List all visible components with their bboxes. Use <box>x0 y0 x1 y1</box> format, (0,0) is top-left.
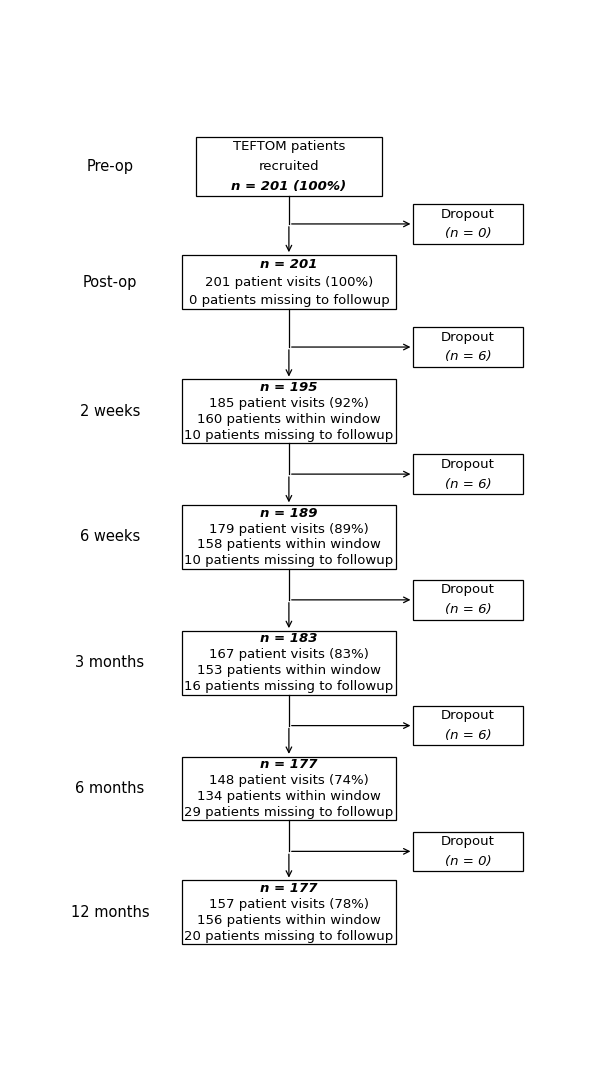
Text: 148 patient visits (74%): 148 patient visits (74%) <box>209 774 369 787</box>
FancyBboxPatch shape <box>182 631 396 694</box>
FancyBboxPatch shape <box>182 256 396 310</box>
Text: (n = 0): (n = 0) <box>445 854 491 867</box>
Text: (n = 6): (n = 6) <box>445 603 491 616</box>
Text: n = 177: n = 177 <box>260 758 317 771</box>
Text: 6 months: 6 months <box>75 781 145 796</box>
Text: 0 patients missing to followup: 0 patients missing to followup <box>188 293 389 306</box>
Text: 179 patient visits (89%): 179 patient visits (89%) <box>209 522 369 536</box>
Text: recruited: recruited <box>259 160 319 173</box>
Text: TEFTOM patients: TEFTOM patients <box>233 140 345 153</box>
Text: (n = 6): (n = 6) <box>445 478 491 491</box>
FancyBboxPatch shape <box>413 204 523 244</box>
FancyBboxPatch shape <box>413 454 523 494</box>
Text: 156 patients within window: 156 patients within window <box>197 914 381 927</box>
Text: 10 patients missing to followup: 10 patients missing to followup <box>184 554 394 567</box>
FancyBboxPatch shape <box>413 327 523 367</box>
Text: (n = 6): (n = 6) <box>445 351 491 364</box>
Text: Dropout: Dropout <box>441 208 495 221</box>
FancyBboxPatch shape <box>182 505 396 569</box>
Text: 20 patients missing to followup: 20 patients missing to followup <box>184 929 394 942</box>
Text: 2 weeks: 2 weeks <box>80 404 140 419</box>
FancyBboxPatch shape <box>182 379 396 443</box>
FancyBboxPatch shape <box>182 880 396 944</box>
Text: n = 177: n = 177 <box>260 882 317 895</box>
Text: n = 195: n = 195 <box>260 381 317 394</box>
Text: Dropout: Dropout <box>441 584 495 597</box>
Text: n = 201 (100%): n = 201 (100%) <box>232 180 346 193</box>
Text: Pre-op: Pre-op <box>86 159 133 174</box>
Text: n = 201: n = 201 <box>260 258 317 271</box>
FancyBboxPatch shape <box>413 706 523 745</box>
Text: 3 months: 3 months <box>76 655 145 670</box>
Text: n = 183: n = 183 <box>260 632 317 645</box>
Text: Dropout: Dropout <box>441 835 495 848</box>
Text: Post-op: Post-op <box>83 275 137 289</box>
Text: (n = 0): (n = 0) <box>445 227 491 240</box>
Text: Dropout: Dropout <box>441 330 495 343</box>
Text: (n = 6): (n = 6) <box>445 729 491 742</box>
Text: 16 patients missing to followup: 16 patients missing to followup <box>184 680 394 693</box>
Text: 153 patients within window: 153 patients within window <box>197 664 381 677</box>
FancyBboxPatch shape <box>413 832 523 871</box>
Text: 167 patient visits (83%): 167 patient visits (83%) <box>209 649 369 662</box>
Text: 157 patient visits (78%): 157 patient visits (78%) <box>209 898 369 911</box>
FancyBboxPatch shape <box>182 757 396 820</box>
FancyBboxPatch shape <box>413 580 523 619</box>
Text: 158 patients within window: 158 patients within window <box>197 538 381 551</box>
Text: 12 months: 12 months <box>71 904 149 919</box>
Text: 10 patients missing to followup: 10 patients missing to followup <box>184 429 394 442</box>
Text: 134 patients within window: 134 patients within window <box>197 790 381 803</box>
Text: Dropout: Dropout <box>441 709 495 722</box>
Text: 160 patients within window: 160 patients within window <box>197 413 381 426</box>
Text: n = 189: n = 189 <box>260 507 317 520</box>
Text: 29 patients missing to followup: 29 patients missing to followup <box>184 806 394 819</box>
Text: Dropout: Dropout <box>441 458 495 471</box>
Text: 6 weeks: 6 weeks <box>80 530 140 545</box>
Text: 185 patient visits (92%): 185 patient visits (92%) <box>209 396 369 409</box>
Text: 201 patient visits (100%): 201 patient visits (100%) <box>205 276 373 289</box>
FancyBboxPatch shape <box>196 136 382 196</box>
